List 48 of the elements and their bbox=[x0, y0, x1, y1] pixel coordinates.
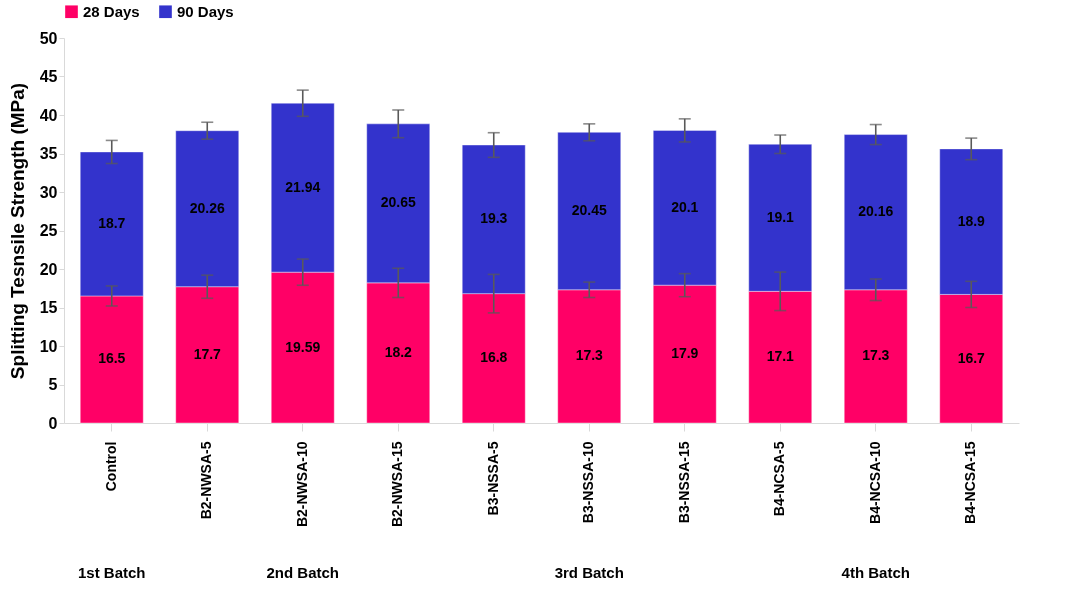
text: 2nd Batch bbox=[266, 564, 340, 581]
data-label: 17.1 bbox=[766, 348, 795, 365]
data-label: 20.65 bbox=[380, 194, 416, 211]
x-tick-label: B4-NCSA-10 bbox=[866, 441, 883, 524]
legend-label: 28 Days bbox=[83, 2, 140, 20]
data-label: 16.8 bbox=[480, 349, 508, 366]
data-label: 16.5 bbox=[98, 350, 126, 367]
y-tick-label: 20 bbox=[39, 260, 58, 278]
y-tick-label: 45 bbox=[39, 68, 58, 85]
data-label: 18.7 bbox=[98, 214, 126, 231]
data-label: 17.9 bbox=[671, 345, 699, 362]
x-tick-label: B3-NSSA-10 bbox=[580, 441, 597, 524]
y-tick-label: 50 bbox=[39, 29, 58, 47]
data-label: 18.2 bbox=[384, 343, 413, 360]
y-tick-label: 10 bbox=[39, 337, 58, 355]
x-tick-label: Control bbox=[102, 441, 119, 492]
text: 3rd Batch bbox=[554, 564, 624, 581]
data-label: 20.45 bbox=[571, 202, 607, 219]
data-label: 21.94 bbox=[285, 178, 321, 195]
y-axis-title: Splitting Tesnsile Strength (MPa) bbox=[6, 82, 28, 380]
x-tick-label: B4-NCSA-5 bbox=[771, 441, 788, 517]
data-label: 17.3 bbox=[575, 347, 604, 364]
data-label: 20.16 bbox=[858, 203, 894, 220]
data-label: 20.1 bbox=[671, 198, 699, 215]
data-label: 17.3 bbox=[862, 347, 890, 364]
x-tick-label: B3-NSSA-5 bbox=[484, 441, 501, 516]
data-label: 20.26 bbox=[189, 199, 225, 216]
y-tick-label: 0 bbox=[48, 414, 58, 432]
text: 1st Batch bbox=[77, 564, 146, 581]
y-tick-label: 35 bbox=[39, 145, 58, 162]
x-tick-label: B2-NWSA-10 bbox=[293, 441, 310, 528]
x-tick-label: B2-NWSA-5 bbox=[198, 441, 215, 520]
x-tick-label: B4-NCSA-15 bbox=[962, 441, 979, 524]
data-label: 19.3 bbox=[480, 210, 508, 227]
y-tick-label: 40 bbox=[39, 106, 58, 124]
data-label: 17.7 bbox=[193, 345, 222, 362]
x-tick-label: B2-NWSA-15 bbox=[389, 441, 406, 528]
x-tick-label: B3-NSSA-15 bbox=[675, 441, 692, 524]
data-label: 19.1 bbox=[766, 208, 795, 225]
text: 4th Batch bbox=[841, 564, 910, 581]
legend-label: 90 Days bbox=[177, 2, 234, 20]
y-tick-label: 25 bbox=[39, 222, 58, 239]
data-label: 16.7 bbox=[957, 349, 986, 366]
data-label: 19.59 bbox=[285, 338, 321, 355]
data-label: 18.9 bbox=[957, 212, 986, 229]
y-tick-label: 15 bbox=[39, 299, 58, 316]
y-tick-label: 30 bbox=[39, 183, 58, 201]
y-tick-label: 5 bbox=[48, 376, 58, 393]
